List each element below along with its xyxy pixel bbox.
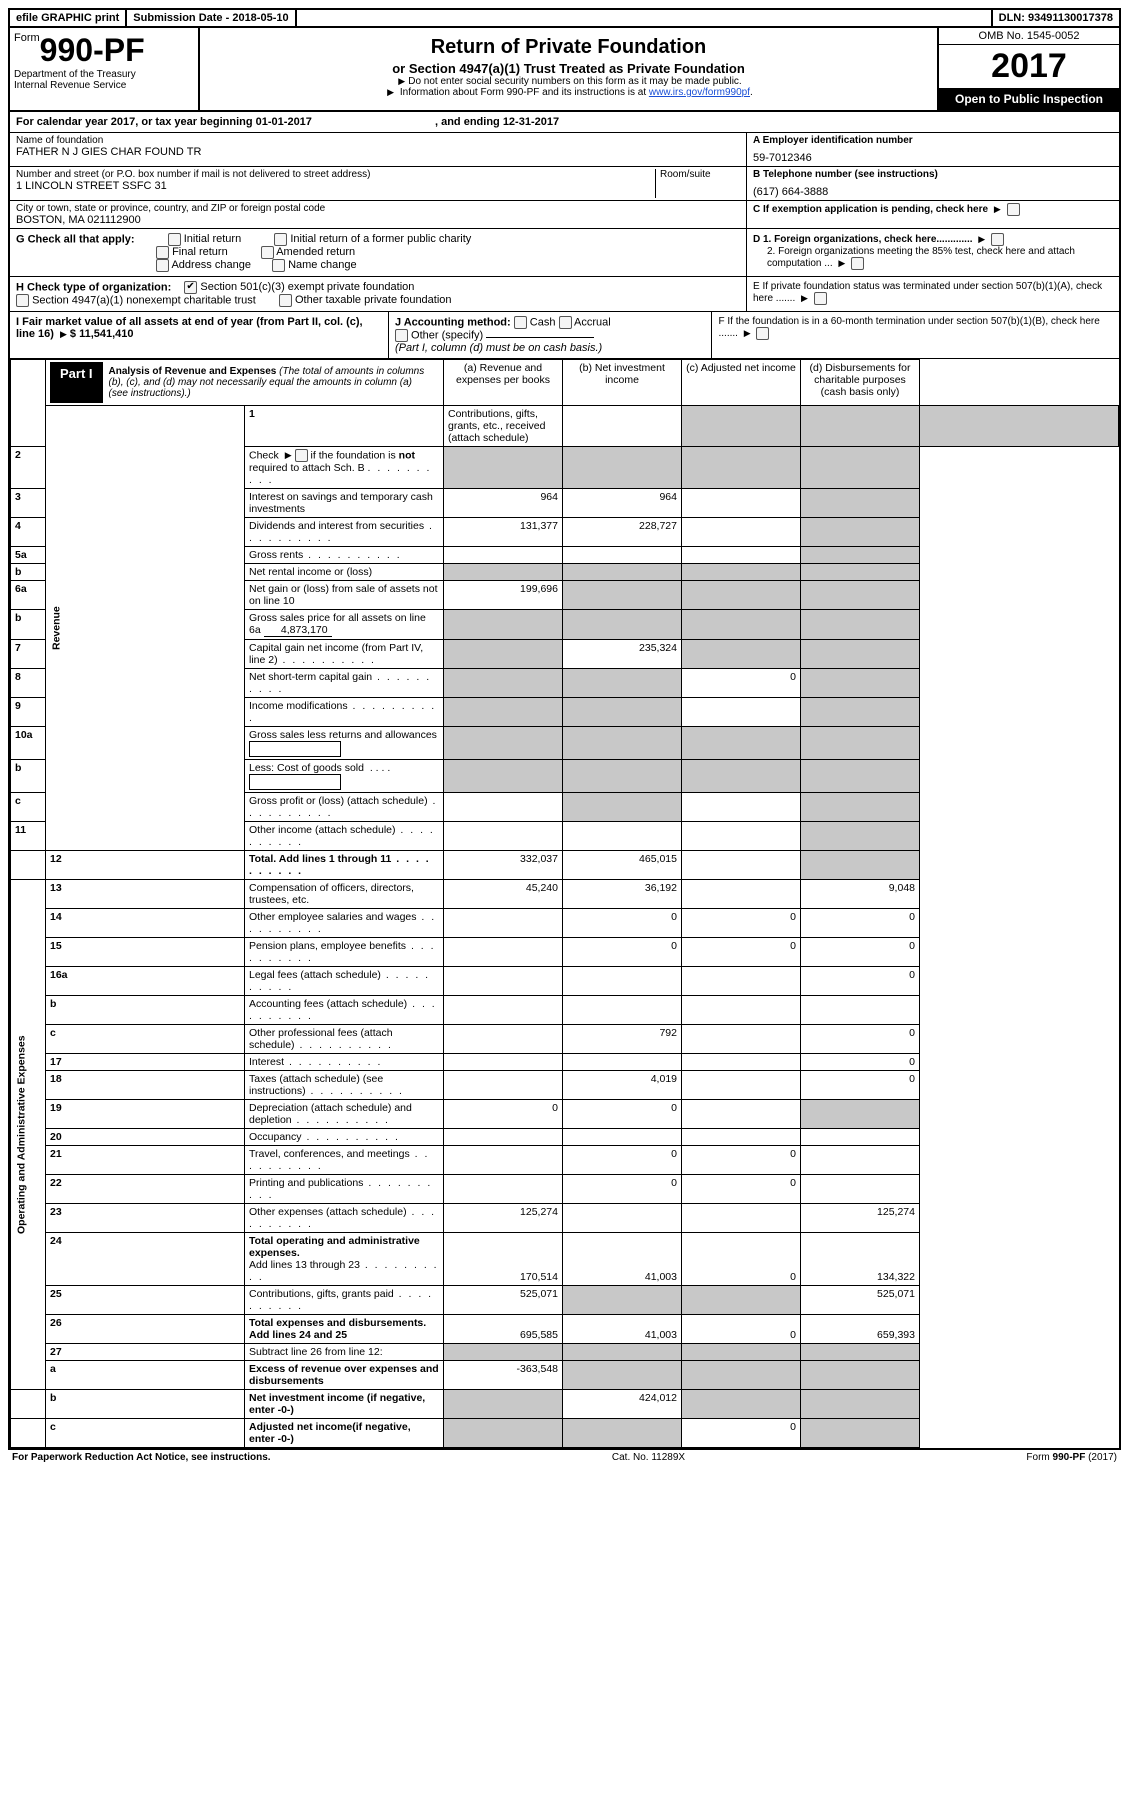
section-j: J Accounting method: Cash Accrual Other …: [389, 312, 713, 358]
form-number: Form990-PF: [14, 32, 194, 69]
revenue-side: Revenue: [46, 406, 245, 851]
chk-final[interactable]: [156, 246, 169, 259]
header-center: Return of Private Foundation or Section …: [200, 28, 937, 110]
header-left: Form990-PF Department of the Treasury In…: [10, 28, 200, 110]
part1-desc: Analysis of Revenue and Expenses (The to…: [103, 362, 439, 403]
chk-f[interactable]: [756, 327, 769, 340]
form-header: Form990-PF Department of the Treasury In…: [8, 28, 1121, 112]
address-cell: Number and street (or P.O. box number if…: [10, 167, 747, 200]
fmv-value: $ 11,541,410: [70, 328, 134, 340]
telephone-value: (617) 664-3888: [753, 186, 1113, 198]
address-value: 1 LINCOLN STREET SSFC 31: [16, 180, 655, 192]
section-g: G Check all that apply: Initial return I…: [10, 229, 747, 276]
footer-left: For Paperwork Reduction Act Notice, see …: [12, 1452, 271, 1463]
foundation-name: FATHER N J GIES CHAR FOUND TR: [16, 146, 740, 158]
chk-accrual[interactable]: [559, 316, 572, 329]
form-title: Return of Private Foundation: [208, 36, 929, 59]
form-note1: Do not enter social security numbers on …: [208, 76, 929, 87]
header-right: OMB No. 1545-0052 2017 Open to Public In…: [937, 28, 1119, 110]
col-d-hdr: (d) Disbursements for charitable purpose…: [801, 360, 920, 406]
chk-initial[interactable]: [168, 233, 181, 246]
expenses-side: Operating and Administrative Expenses: [11, 880, 46, 1390]
top-bar: efile GRAPHIC print Submission Date - 20…: [8, 8, 1121, 28]
submission-cell: Submission Date - 2018-05-10: [127, 10, 296, 26]
chk-501c3[interactable]: [184, 281, 197, 294]
efile-label: efile GRAPHIC print: [10, 10, 127, 26]
open-to-public: Open to Public Inspection: [939, 88, 1119, 110]
part1-tag: Part I: [50, 362, 103, 403]
section-e: E If private foundation status was termi…: [747, 277, 1119, 311]
dept-treasury: Department of the Treasury: [14, 69, 194, 80]
omb-number: OMB No. 1545-0052: [939, 28, 1119, 45]
chk-4947[interactable]: [16, 294, 29, 307]
chk-other-tax[interactable]: [279, 294, 292, 307]
chk-name[interactable]: [272, 259, 285, 272]
ein-value: 59-7012346: [753, 152, 1113, 164]
chk-d2[interactable]: [851, 257, 864, 270]
chk-e[interactable]: [814, 292, 827, 305]
col-c-hdr: (c) Adjusted net income: [682, 360, 801, 406]
part1-table: Part I Analysis of Revenue and Expenses …: [10, 359, 1119, 1448]
col-b-hdr: (b) Net investment income: [563, 360, 682, 406]
checkbox-c[interactable]: [1007, 203, 1020, 216]
instructions-link[interactable]: www.irs.gov/form990pf: [649, 87, 750, 98]
chk-other-acct[interactable]: [395, 329, 408, 342]
chk-initial-former[interactable]: [274, 233, 287, 246]
ein-cell: A Employer identification number 59-7012…: [747, 133, 1119, 166]
form-note2: Information about Form 990-PF and its in…: [208, 87, 929, 98]
form-subtitle: or Section 4947(a)(1) Trust Treated as P…: [208, 61, 929, 76]
top-spacer: [297, 10, 993, 26]
foundation-name-cell: Name of foundation FATHER N J GIES CHAR …: [10, 133, 747, 166]
section-h: H Check type of organization: Section 50…: [10, 277, 747, 311]
chk-cash[interactable]: [514, 316, 527, 329]
line6b-val: 4,873,170: [264, 624, 332, 637]
col-a-hdr: (a) Revenue and expenses per books: [444, 360, 563, 406]
chk-d1[interactable]: [991, 233, 1004, 246]
chk-address[interactable]: [156, 259, 169, 272]
dln-cell: DLN: 93491130017378: [993, 10, 1119, 26]
footer: For Paperwork Reduction Act Notice, see …: [8, 1450, 1121, 1465]
section-d: D 1. Foreign organizations, check here..…: [747, 229, 1119, 276]
footer-form: Form 990-PF (2017): [1026, 1452, 1117, 1463]
calendar-year-row: For calendar year 2017, or tax year begi…: [10, 112, 1119, 133]
section-c: C If exemption application is pending, c…: [747, 201, 1119, 228]
telephone-cell: B Telephone number (see instructions) (6…: [747, 167, 1119, 200]
info-grid: For calendar year 2017, or tax year begi…: [8, 112, 1121, 1450]
tax-year: 2017: [939, 45, 1119, 88]
chk-amended[interactable]: [261, 246, 274, 259]
room-suite: Room/suite: [655, 169, 740, 198]
section-f: F If the foundation is in a 60-month ter…: [712, 312, 1119, 358]
city-value: BOSTON, MA 021112900: [16, 214, 740, 226]
chk-schb[interactable]: [295, 449, 308, 462]
section-i: I Fair market value of all assets at end…: [10, 312, 389, 358]
city-cell: City or town, state or province, country…: [10, 201, 747, 228]
dept-irs: Internal Revenue Service: [14, 80, 194, 91]
footer-cat: Cat. No. 11289X: [612, 1452, 685, 1463]
